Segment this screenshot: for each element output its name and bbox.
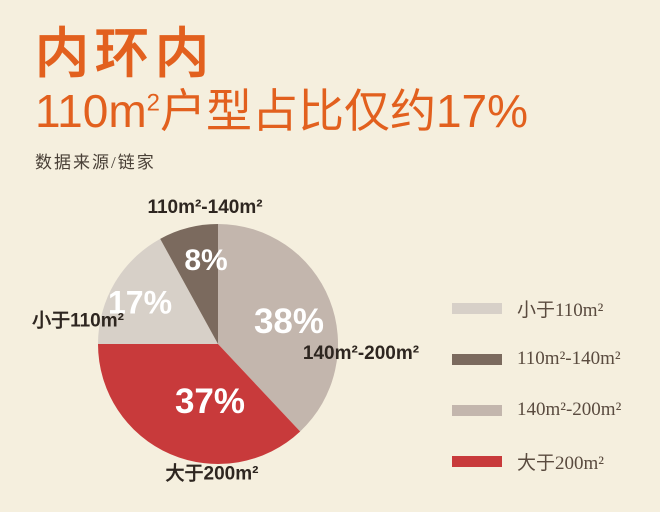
pie-slice: [98, 238, 218, 344]
pie-value-label: 8%: [184, 244, 228, 277]
pie-slice: [218, 223, 339, 432]
legend-swatch: [452, 404, 502, 416]
pie-slice: [98, 344, 301, 465]
pie-slice: [160, 223, 218, 344]
pie-value-label: 37%: [174, 382, 246, 421]
subtitle-suffix: 户型占比仅约17%: [159, 85, 529, 137]
page-title: 内环内: [35, 24, 215, 84]
legend-label: 110m²-140m²: [517, 348, 621, 369]
pie-slice-label: 小于110m²: [32, 310, 124, 332]
legend-swatch: [452, 455, 502, 467]
legend-row: 小于110m²: [452, 297, 621, 321]
legend-row: 110m²-140m²: [452, 348, 621, 370]
pie-value-label: 38%: [253, 302, 325, 341]
legend-row: 140m²-200m²: [452, 399, 621, 421]
data-source: 数据来源/链家: [35, 153, 156, 172]
legend-row: 大于200m²: [452, 450, 621, 474]
legend-label: 小于110m²: [517, 299, 604, 321]
page-subtitle: 110m2户型占比仅约17%: [35, 84, 528, 138]
legend-swatch: [452, 302, 502, 314]
pie-slice-label: 140m²-200m²: [302, 343, 420, 364]
legend-label: 大于200m²: [517, 452, 604, 474]
legend: 小于110m² 110m²-140m² 140m²-200m² 大于200m²: [452, 297, 621, 501]
subtitle-prefix: 110m: [35, 85, 147, 137]
legend-swatch: [452, 353, 502, 365]
legend-label: 140m²-200m²: [517, 399, 622, 420]
subtitle-superscript: 2: [146, 89, 160, 117]
pie-value-label: 17%: [107, 284, 173, 321]
pie-slice-label: 大于200m²: [165, 463, 259, 485]
header: 内环内 110m2户型占比仅约17% 数据来源/链家: [35, 24, 528, 173]
pie-slice-label: 110m²-140m²: [147, 197, 263, 218]
